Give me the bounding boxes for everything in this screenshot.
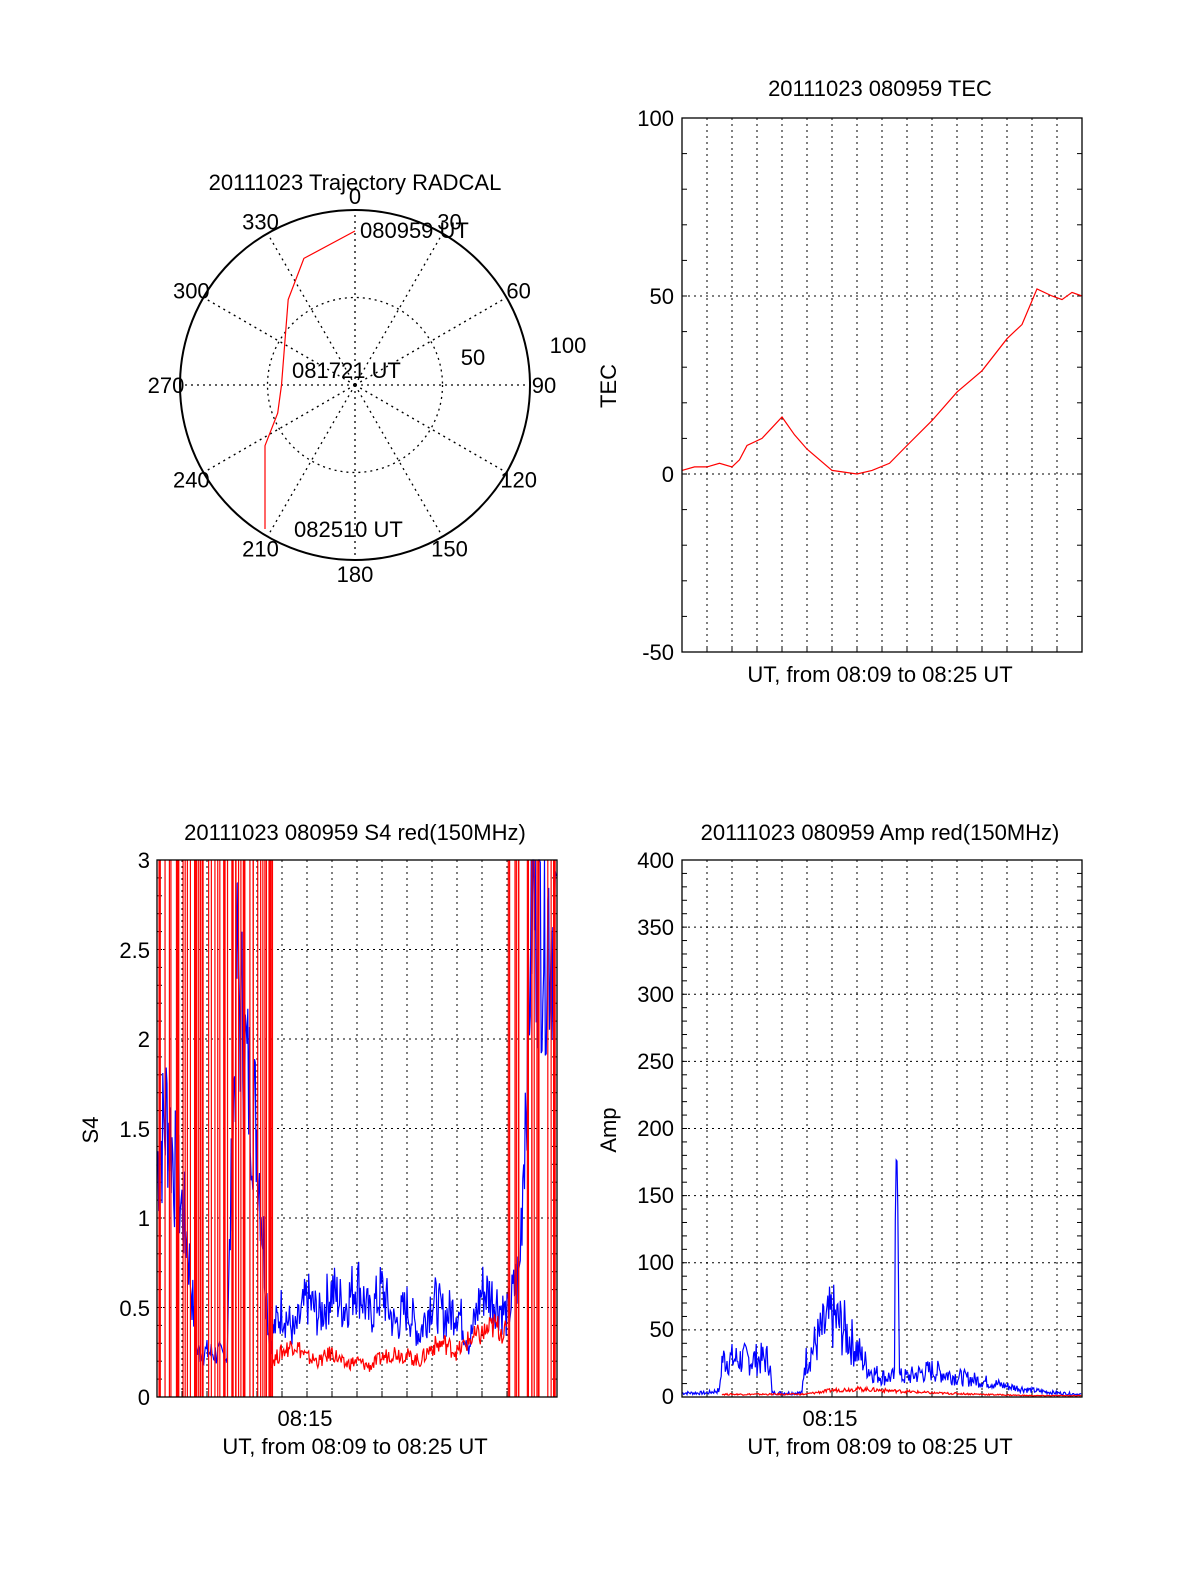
s4-y-axis-label: S4 [78,1117,103,1144]
polar-ring-50 [266,296,444,474]
azimuth-label: 30 [437,209,461,234]
s4-y-tick-label: 3 [138,848,150,873]
amp-y-tick-label: 50 [650,1317,674,1342]
amp-y-tick-label: 150 [637,1183,674,1208]
tec-x-axis-label: UT, from 08:09 to 08:25 UT [747,662,1012,687]
plot-frame [681,859,1083,1398]
radial-label-100: 100 [550,333,587,358]
tec-y-axis-label: TEC [596,364,621,408]
azimuth-label: 210 [242,537,279,562]
amp-y-tick-label: 100 [637,1250,674,1275]
polar-grid [179,209,531,561]
annotation-start-time: 080959 UT [360,218,469,243]
plot-frame [156,859,558,1398]
amp-y-tick-label: 250 [637,1049,674,1074]
tec-y-tick-label: 50 [650,284,674,309]
amp-chart: 20111023 080959 Amp red(150MHz) Amp UT, fr… [596,820,1083,1459]
polar-trajectory-chart: 20111023 Trajectory RADCAL 0 30 60 90 120 150… [148,170,587,587]
tec-chart: 20111023 080959 TEC TEC UT, from 08:09 to … [596,76,1083,687]
amp-y-tick-label: 400 [637,848,674,873]
azimuth-label: 60 [506,279,530,304]
s4-y-tick-label: 1.5 [119,1117,150,1142]
amp-y-tick-label: 200 [637,1116,674,1141]
amp-y-tick-label: 0 [662,1384,674,1409]
tec-y-tick-label: 0 [662,462,674,487]
amp-title: 20111023 080959 Amp red(150MHz) [701,820,1060,845]
azimuth-label: 150 [431,537,468,562]
polar-spoke [266,384,356,537]
polar-spoke [266,233,356,386]
radial-label-50: 50 [461,345,485,370]
polar-title: 20111023 Trajectory RADCAL [209,170,502,195]
azimuth-label: 90 [532,373,556,398]
tec-y-tick-label: -50 [642,640,674,665]
s4-y-tick-label: 0.5 [119,1296,150,1321]
tec-title: 20111023 080959 TEC [768,76,992,101]
azimuth-label: 120 [500,468,537,493]
s4-chart: 20111023 080959 S4 red(150MHz) S4 UT, from… [78,820,558,1459]
series-line [681,288,1083,475]
trajectory-series [264,230,356,529]
annotation-mid-time: 081721 UT [292,358,401,383]
azimuth-label: 180 [337,562,374,587]
s4-x-axis-label: UT, from 08:09 to 08:25 UT [222,1434,487,1459]
tec-y-tick-label: 100 [637,106,674,131]
polar-spoke [203,296,356,386]
azimuth-label: 300 [173,279,210,304]
azimuth-label: 270 [148,373,185,398]
amp-y-axis-label: Amp [596,1107,621,1152]
series-line [271,1314,507,1372]
amp-y-tick-label: 300 [637,982,674,1007]
series-line [721,1385,1082,1397]
azimuth-label: 240 [173,468,210,493]
s4-y-tick-label: 2.5 [119,938,150,963]
amp-x-tick-label: 08:15 [802,1406,857,1431]
polar-spoke [354,384,507,474]
azimuth-label: 0 [349,184,361,209]
polar-azimuth-labels: 0 30 60 90 120 150 180 210 240 270 300 330 [148,184,557,587]
amp-y-tick-label: 350 [637,915,674,940]
s4-title: 20111023 080959 S4 red(150MHz) [184,820,526,845]
amp-x-axis-label: UT, from 08:09 to 08:25 UT [747,1434,1012,1459]
plot-frame [681,117,1083,653]
s4-y-tick-label: 1 [138,1206,150,1231]
trajectory-line [264,230,356,529]
s4-y-tick-label: 0 [138,1385,150,1410]
azimuth-label: 330 [242,209,279,234]
s4-y-tick-label: 2 [138,1027,150,1052]
polar-spoke [354,384,444,537]
polar-spoke [354,233,444,386]
annotation-end-time: 082510 UT [294,517,403,542]
polar-spoke [354,296,507,386]
s4-x-tick-label: 08:15 [277,1406,332,1431]
series-line [681,1158,1082,1397]
polar-spoke [203,384,356,474]
